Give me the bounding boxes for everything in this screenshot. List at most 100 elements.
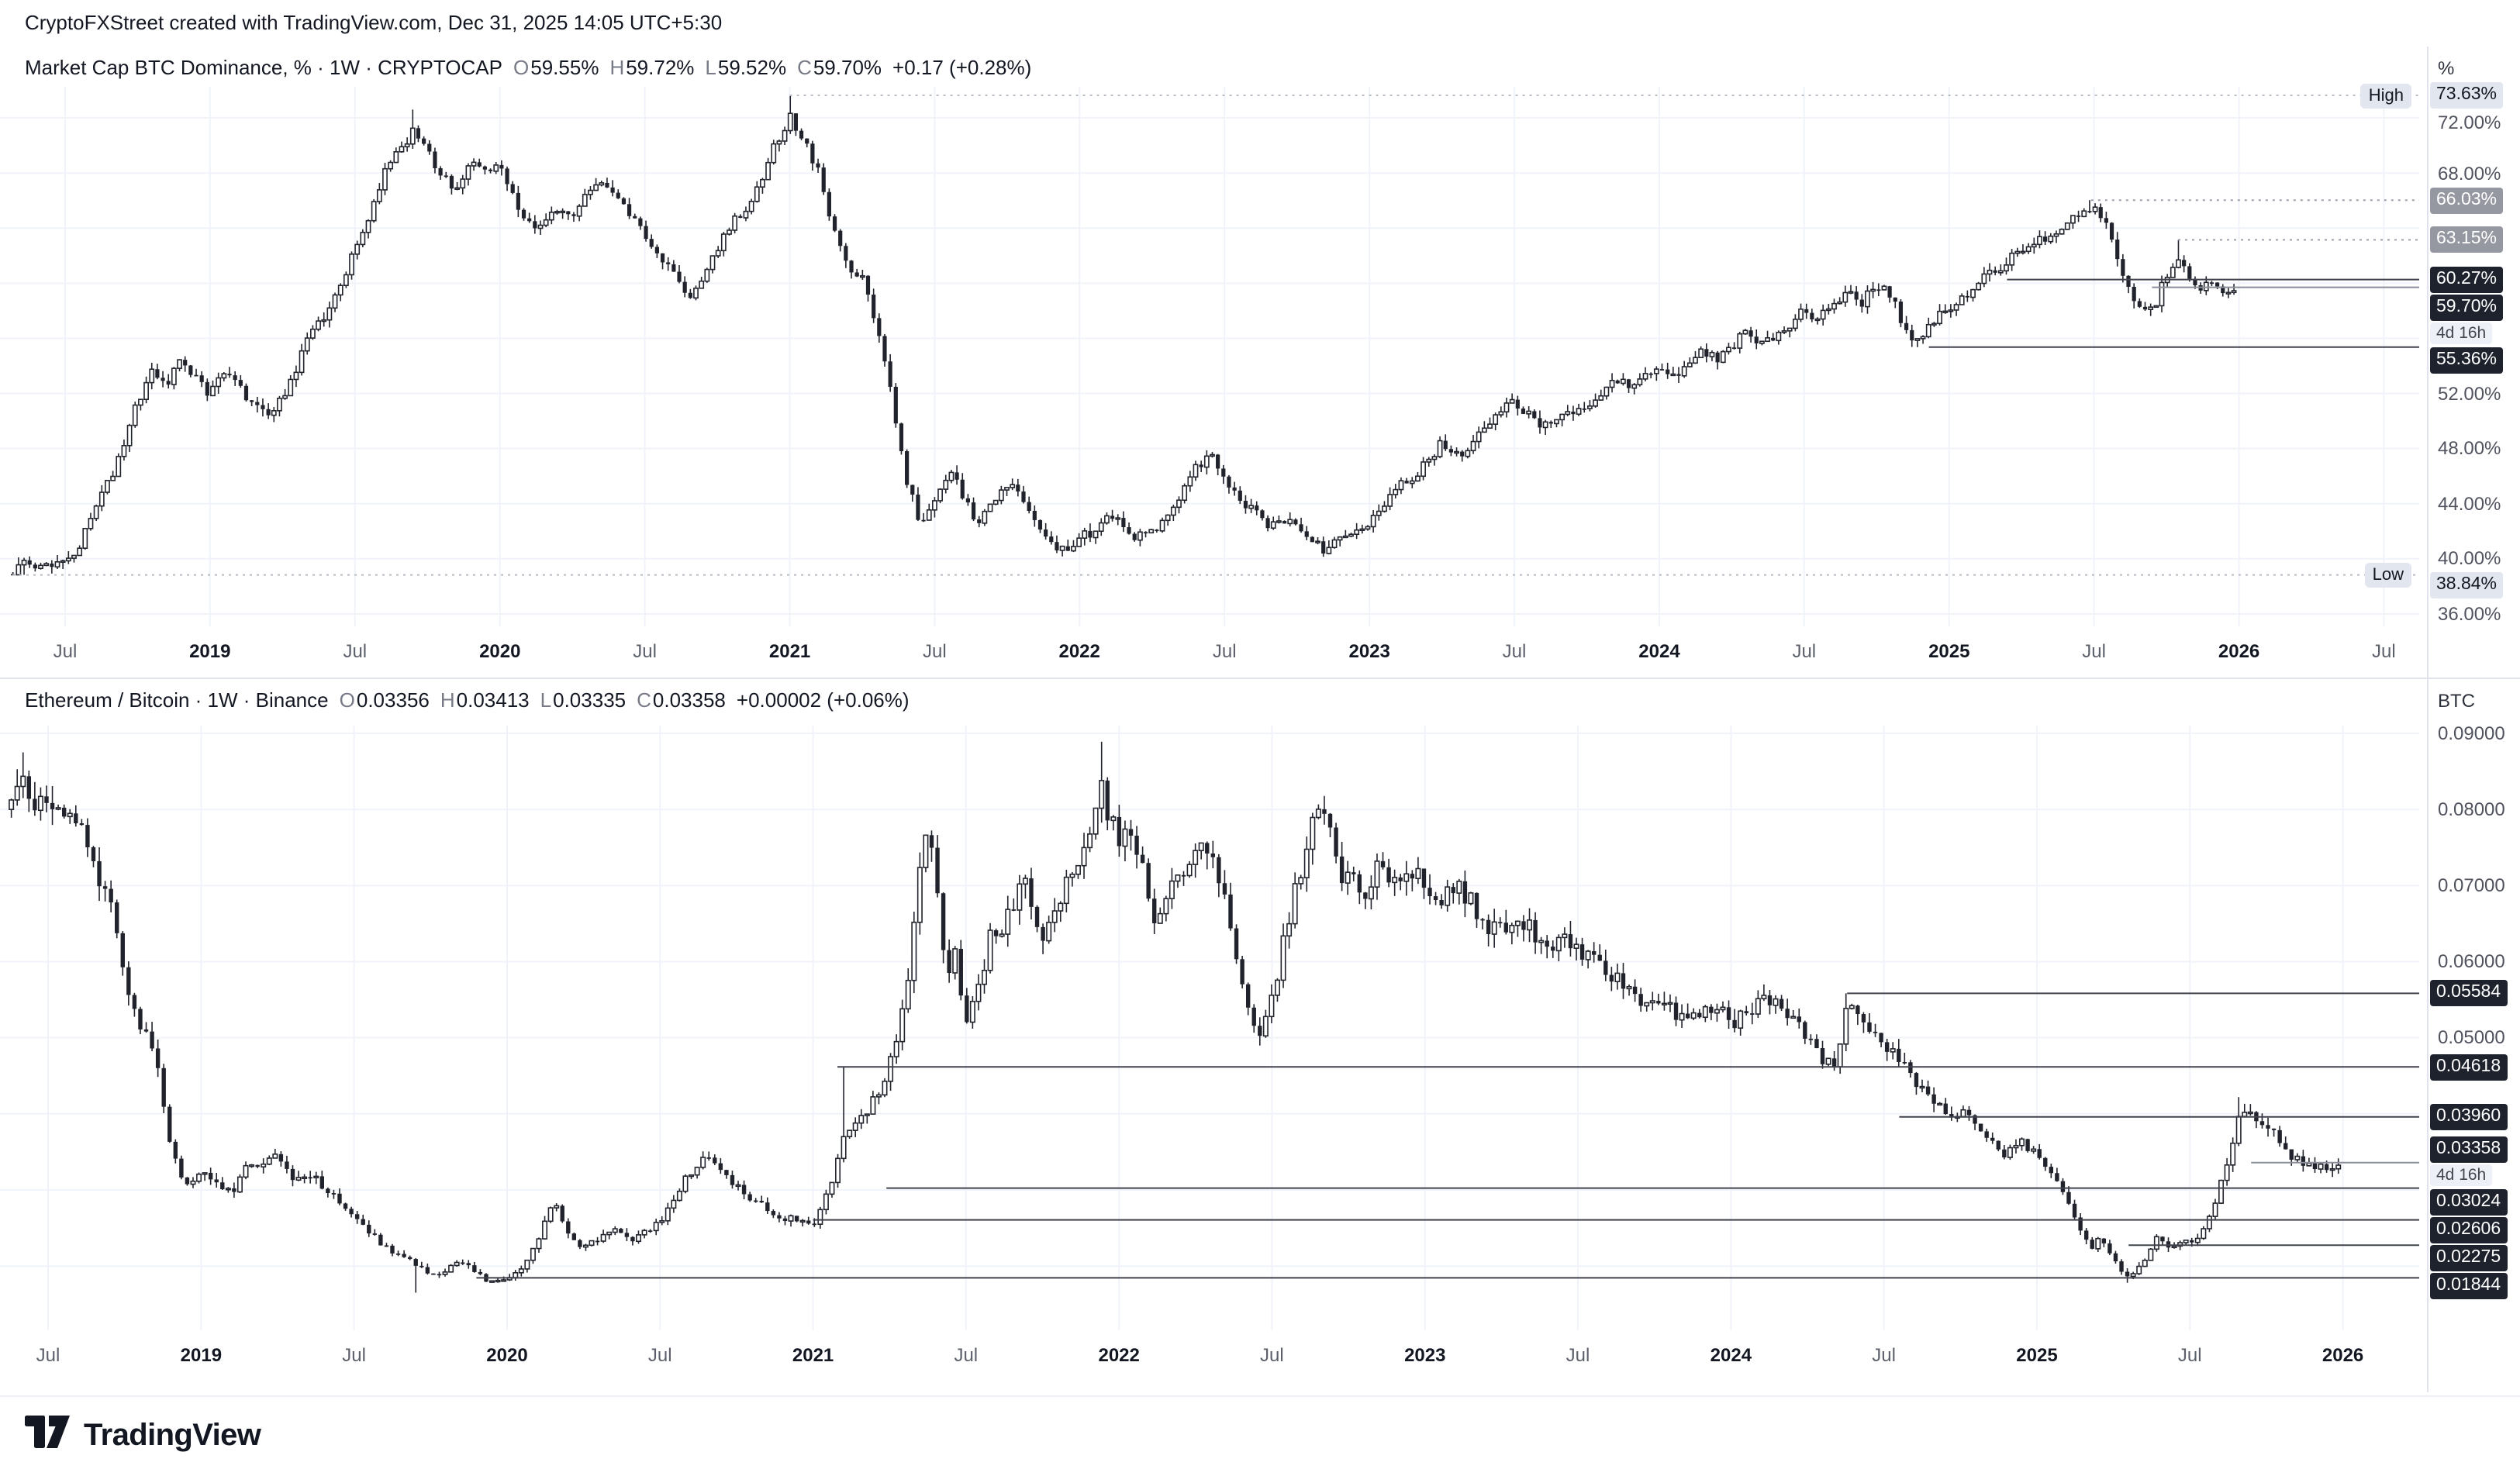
price-tick-label: 72.00% (2438, 112, 2501, 133)
price-level-badge: 60.27% (2430, 266, 2504, 293)
price-level-badge: 0.01844 (2430, 1273, 2508, 1300)
current-price-badge: 0.03358 (2430, 1136, 2508, 1164)
candle-wicks (10, 741, 2339, 1293)
time-tick-label: 2025 (1928, 640, 1970, 662)
price-level-badge: 0.05584 (2430, 980, 2508, 1007)
time-tick-label: Jul (1502, 640, 1527, 662)
price-level-badge: 38.84% (2430, 572, 2504, 599)
time-tick-label: 2024 (1638, 640, 1680, 662)
level-lines (12, 95, 2419, 576)
price-level-badge: 0.02275 (2430, 1245, 2508, 1272)
ohlc-letter: O (513, 56, 530, 79)
time-tick-label: 2022 (1058, 640, 1100, 662)
ohlc-value: 0.03356 (356, 688, 430, 712)
ohlc-values-eth-btc: O 0.03356 H 0.03413 L 0.03335 C 0.03358 +0.00002… (329, 688, 910, 712)
price-tick-label: 0.06000 (2438, 950, 2505, 973)
symbol-title-eth-btc[interactable]: Ethereum / Bitcoin · 1W · Binance (25, 688, 329, 712)
price-axis-unit-bottom: BTC (2438, 690, 2475, 712)
price-level-badge: 63.15% (2430, 226, 2504, 253)
price-scale-border (2427, 47, 2429, 1392)
price-axis-unit-top: % (2438, 57, 2455, 79)
ohlc-letter: O (339, 688, 355, 712)
tradingview-logo-icon (25, 1414, 71, 1459)
current-price-badge: 59.70% (2430, 294, 2504, 321)
price-level-badge: 0.04618 (2430, 1054, 2508, 1081)
ohlc-letter: L (705, 56, 716, 79)
price-tick-label: 36.00% (2438, 603, 2501, 625)
low-label-tag: Low (2364, 562, 2411, 588)
ohlc-letter: L (540, 688, 552, 712)
time-tick-label: Jul (633, 640, 657, 662)
price-tick-label: 0.05000 (2438, 1026, 2505, 1049)
candle-wicks (12, 95, 2235, 575)
time-tick-label: Jul (1566, 1344, 1590, 1366)
time-tick-label: 2020 (479, 640, 521, 662)
time-tick-label: 2019 (189, 640, 231, 662)
ohlc-values-btc-dominance: O 59.55% H 59.72% L 59.52% C 59.70% +0.17 (+0.28… (502, 56, 1031, 79)
btc-dominance-legend[interactable]: Market Cap BTC Dominance, % · 1W · CRYPT… (25, 56, 1031, 81)
time-tick-label: Jul (53, 640, 78, 662)
price-tick-label: 48.00% (2438, 437, 2501, 460)
ohlc-value: 0.03335 (553, 688, 627, 712)
gridlines (0, 87, 2419, 626)
price-tick-label: 0.08000 (2438, 798, 2505, 821)
ohlc-value: 0.03358 (652, 688, 726, 712)
time-tick-label: Jul (954, 1344, 979, 1366)
price-level-badge: 0.03024 (2430, 1189, 2508, 1216)
tradingview-logo[interactable]: TradingView (25, 1414, 261, 1459)
time-tick-label: 2021 (792, 1344, 834, 1366)
time-tick-label: Jul (1872, 1344, 1896, 1366)
ohlc-value: 0.03413 (456, 688, 530, 712)
time-tick-label: Jul (1260, 1344, 1284, 1366)
time-tick-label: Jul (343, 640, 368, 662)
eth-btc-ratio-chart[interactable] (0, 726, 2419, 1330)
time-tick-label: 2021 (768, 640, 811, 662)
time-tick-label: Jul (1792, 640, 1817, 662)
candle-bodies (11, 112, 2237, 576)
ohlc-letter: H (440, 688, 455, 712)
price-level-badge: 73.63% (2430, 82, 2504, 109)
ohlc-value: 59.55% (530, 56, 599, 79)
price-level-badge: 0.02606 (2430, 1217, 2508, 1244)
time-tick-label: 2024 (1710, 1344, 1752, 1366)
level-lines (476, 992, 2419, 1279)
ohlc-value: 59.70% (813, 56, 882, 79)
pane-separator (0, 678, 2520, 679)
countdown-label: 4d 16h (2430, 1164, 2493, 1187)
time-tick-label: 2022 (1098, 1344, 1140, 1366)
time-tick-label: 2026 (2218, 640, 2260, 662)
time-tick-label: Jul (2372, 640, 2396, 662)
ohlc-change: +0.17 (+0.28%) (892, 56, 1032, 79)
time-tick-label: Jul (36, 1344, 60, 1366)
btc-dominance-chart[interactable] (0, 87, 2419, 626)
price-level-badge: 66.03% (2430, 187, 2504, 214)
credit-text: CryptoFXStreet created with TradingView.… (25, 11, 723, 34)
eth-btc-legend[interactable]: Ethereum / Bitcoin · 1W · Binance O 0.0335… (25, 688, 910, 713)
time-tick-label: Jul (647, 1344, 672, 1366)
time-tick-label: 2019 (180, 1344, 223, 1366)
price-level-badge: 0.03960 (2430, 1103, 2508, 1130)
ohlc-change: +0.00002 (+0.06%) (736, 688, 910, 712)
ohlc-letter: C (797, 56, 812, 79)
footer-separator (0, 1395, 2520, 1397)
gridlines (0, 726, 2419, 1330)
price-tick-label: 44.00% (2438, 492, 2501, 515)
time-tick-label: Jul (2082, 640, 2106, 662)
ohlc-value: 59.72% (626, 56, 695, 79)
time-tick-label: 2023 (1404, 1344, 1446, 1366)
price-tick-label: 40.00% (2438, 547, 2501, 570)
time-tick-label: 2023 (1348, 640, 1390, 662)
price-level-badge: 55.36% (2430, 347, 2504, 374)
ohlc-letter: C (637, 688, 651, 712)
price-tick-label: 0.09000 (2438, 722, 2505, 744)
price-tick-label: 52.00% (2438, 382, 2501, 405)
symbol-title-btc-dominance[interactable]: Market Cap BTC Dominance, % · 1W · CRYPT… (25, 56, 502, 79)
time-tick-label: 2020 (486, 1344, 528, 1366)
time-tick-label: Jul (923, 640, 947, 662)
time-tick-label: 2026 (2322, 1344, 2364, 1366)
tradingview-brand-text: TradingView (84, 1419, 261, 1453)
time-tick-label: 2025 (2016, 1344, 2058, 1366)
price-tick-label: 68.00% (2438, 162, 2501, 184)
